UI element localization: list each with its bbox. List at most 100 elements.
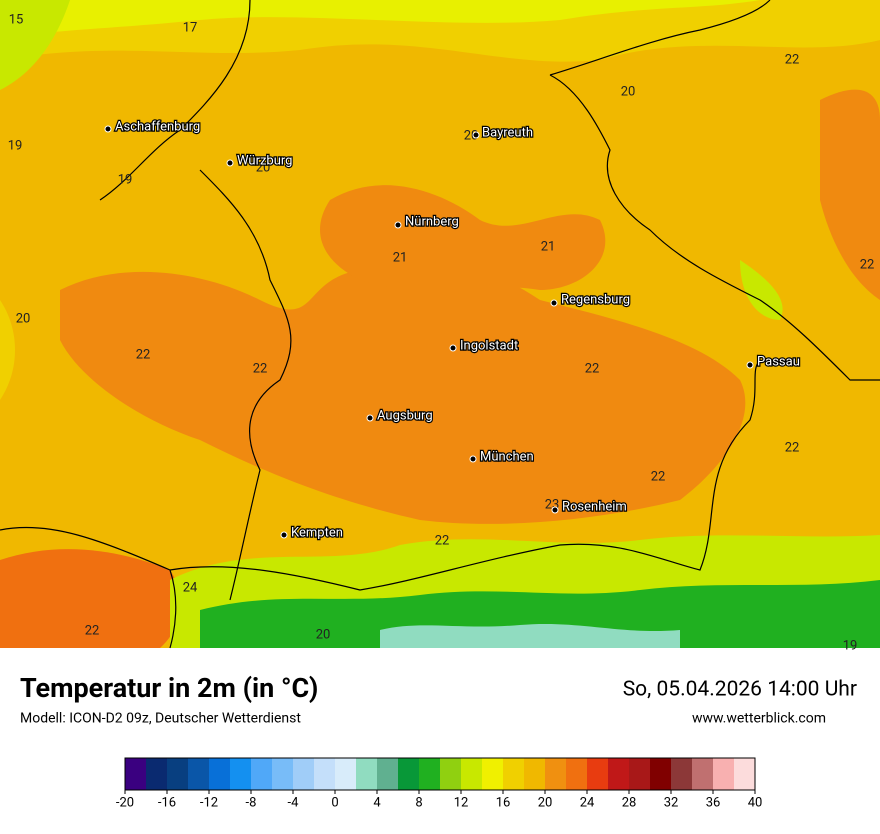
region bbox=[380, 623, 680, 648]
color-cell bbox=[671, 758, 693, 790]
temperature-label: 20 bbox=[621, 84, 636, 99]
temperature-labels: 15 17 19 19 20 20 20 22 21 21 22 20 22 2… bbox=[8, 12, 875, 653]
temperature-label: 19 bbox=[118, 172, 133, 187]
city-label: Würzburg bbox=[237, 153, 293, 168]
city-dot bbox=[226, 159, 234, 167]
color-cell bbox=[587, 758, 609, 790]
border bbox=[0, 359, 761, 591]
border bbox=[99, 0, 251, 201]
border bbox=[549, 0, 771, 76]
color-cell bbox=[356, 758, 378, 790]
city-dot bbox=[394, 221, 402, 229]
map bbox=[0, 0, 880, 649]
color-cell bbox=[713, 758, 735, 790]
temperature-label: 22 bbox=[785, 52, 800, 67]
tick-label: 12 bbox=[454, 795, 469, 810]
region bbox=[60, 260, 746, 524]
border bbox=[169, 569, 177, 649]
temperature-label: 20 bbox=[256, 160, 271, 175]
city-dot bbox=[366, 414, 374, 422]
color-cell bbox=[293, 758, 315, 790]
color-cell bbox=[524, 758, 546, 790]
tick-label: -16 bbox=[158, 795, 176, 810]
tick-label: 40 bbox=[748, 795, 763, 810]
city-label: Passau bbox=[757, 354, 800, 369]
city-dot bbox=[551, 506, 559, 514]
temperature-label: 20 bbox=[316, 627, 331, 642]
color-cell bbox=[125, 758, 147, 790]
city-dot bbox=[469, 455, 477, 463]
temperature-label: 15 bbox=[9, 12, 24, 27]
tick-label: -4 bbox=[288, 795, 300, 810]
temperature-label: 21 bbox=[393, 250, 408, 265]
city-label: Kempten bbox=[291, 525, 343, 540]
region bbox=[320, 185, 606, 290]
region bbox=[0, 0, 760, 40]
tick-label: 32 bbox=[664, 795, 679, 810]
subtitle: Modell: ICON-D2 09z, Deutscher Wetterdie… bbox=[20, 711, 301, 727]
color-cell bbox=[335, 758, 357, 790]
website: www.wetterblick.com bbox=[692, 711, 826, 727]
temperature-label: 22 bbox=[435, 533, 450, 548]
tick-label: 28 bbox=[622, 795, 637, 810]
city-dot bbox=[449, 344, 457, 352]
tick-label: 24 bbox=[580, 795, 595, 810]
color-cell bbox=[650, 758, 672, 790]
region bbox=[200, 580, 880, 648]
city-dot bbox=[746, 361, 754, 369]
datetime: So, 05.04.2026 14:00 Uhr bbox=[623, 678, 857, 702]
temperature-label: 21 bbox=[541, 239, 556, 254]
temperature-label: 22 bbox=[85, 623, 100, 638]
colorbar: -20 -16 -12 -8 -4 0 4 8 12 16 20 24 28 32 36 40 bbox=[116, 757, 763, 810]
region bbox=[760, 0, 880, 44]
color-cell bbox=[167, 758, 189, 790]
city-dot bbox=[550, 299, 558, 307]
tick-label: 36 bbox=[706, 795, 721, 810]
color-cell bbox=[566, 758, 588, 790]
color-cell bbox=[398, 758, 420, 790]
temperature-label: 20 bbox=[16, 311, 31, 326]
colorbar-frame bbox=[124, 757, 756, 791]
color-cell bbox=[461, 758, 483, 790]
temperature-label: 24 bbox=[183, 580, 198, 595]
color-cell bbox=[377, 758, 399, 790]
color-cell bbox=[503, 758, 525, 790]
temperature-label: 19 bbox=[8, 138, 23, 153]
color-cell bbox=[692, 758, 714, 790]
border bbox=[549, 74, 880, 381]
color-cell bbox=[440, 758, 462, 790]
city-label: Rosenheim bbox=[562, 499, 627, 514]
city-dot bbox=[104, 125, 112, 133]
border bbox=[199, 169, 292, 601]
color-cell bbox=[545, 758, 567, 790]
city-dot bbox=[472, 131, 480, 139]
city-label: München bbox=[480, 449, 534, 464]
title: Temperatur in 2m (in °C) bbox=[20, 672, 318, 704]
region bbox=[740, 260, 783, 320]
color-cell bbox=[629, 758, 651, 790]
temperature-label: 22 bbox=[585, 361, 600, 376]
region bbox=[0, 0, 70, 90]
temperature-label: 22 bbox=[253, 361, 268, 376]
tick-label: 20 bbox=[538, 795, 553, 810]
color-cell bbox=[272, 758, 294, 790]
tick-label: -8 bbox=[246, 795, 257, 810]
tick-label: 16 bbox=[496, 795, 511, 810]
city-dot bbox=[280, 531, 288, 539]
color-cell bbox=[209, 758, 231, 790]
cities: Aschaffenburg Würzburg Bayreuth Nürnberg… bbox=[104, 118, 801, 542]
city-label: Ingolstadt bbox=[460, 338, 518, 353]
color-cell bbox=[419, 758, 441, 790]
tick-label: 8 bbox=[415, 795, 422, 810]
color-cell bbox=[146, 758, 168, 790]
color-cell bbox=[230, 758, 252, 790]
temperature-label: 22 bbox=[860, 257, 875, 272]
color-cell bbox=[188, 758, 210, 790]
tick-label: -20 bbox=[116, 795, 134, 810]
tick-label: -12 bbox=[200, 795, 218, 810]
city-label: Aschaffenburg bbox=[115, 119, 200, 134]
region bbox=[0, 300, 15, 400]
city-label: Regensburg bbox=[561, 292, 630, 307]
region bbox=[820, 89, 880, 300]
